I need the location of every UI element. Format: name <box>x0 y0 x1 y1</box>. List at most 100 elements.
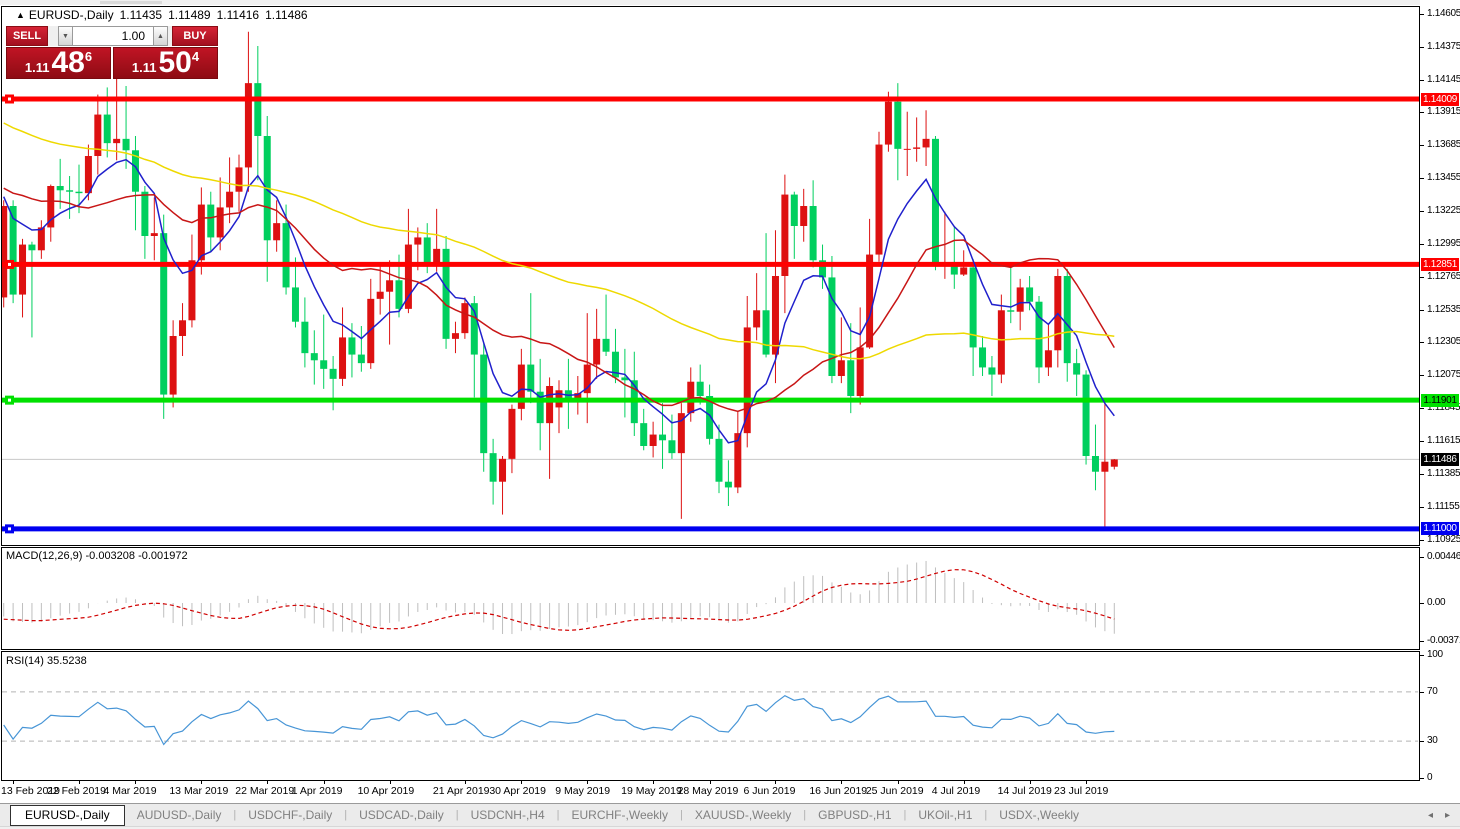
date-tick <box>267 781 269 784</box>
price-tick-label: 1.12075 <box>1427 369 1460 381</box>
tab-usdchf-daily[interactable]: USDCHF-,Daily <box>248 807 333 822</box>
sell-button[interactable]: SELL <box>6 26 48 46</box>
macd-axis-label: 0.004465 <box>1427 551 1460 562</box>
price-tick-label: 1.12995 <box>1427 237 1460 249</box>
macd-axis-tick <box>1420 557 1424 558</box>
tab-items: AUDUSD-,Daily | USDCHF-,Daily | USDCAD-,Dail… <box>125 805 1091 826</box>
tab-usdcnh-h4[interactable]: USDCNH-,H4 <box>470 807 545 822</box>
chart-tab-bar: EURUSD-,Daily AUDUSD-,Daily | USDCHF-,Dail… <box>0 803 1460 826</box>
date-tick <box>201 781 203 784</box>
top-scrollbar-thumb[interactable] <box>100 1 162 4</box>
tab-eurchf-weekly[interactable]: EURCHF-,Weekly <box>571 807 668 822</box>
hline-price-label: 1.11000 <box>1421 522 1459 536</box>
price-tick-label: 1.14605 <box>1427 7 1460 19</box>
tab-xauusd-weekly[interactable]: XAUUSD-,Weekly <box>694 807 792 822</box>
tab-separator: | <box>556 809 560 821</box>
candlestick-chart[interactable] <box>1 6 1420 546</box>
price-axis[interactable]: 1.14605 1.14375 1.14145 1.13915 1.13685 1.134… <box>1420 0 1460 799</box>
date-tick <box>464 781 466 784</box>
tab-usdcad-daily[interactable]: USDCAD-,Daily <box>359 807 444 822</box>
price-tick <box>1420 375 1424 377</box>
tab-usdx-weekly[interactable]: USDX-,Weekly <box>999 807 1080 822</box>
ohlc-high: 1.11489 <box>168 8 211 22</box>
sell-price-panel[interactable]: 1.11 48 6 <box>6 47 111 79</box>
price-tick <box>1420 13 1424 15</box>
tab-gbpusd-h1[interactable]: GBPUSD-,H1 <box>818 807 892 822</box>
date-tick <box>389 781 391 784</box>
buy-price-digits: 50 <box>158 46 192 79</box>
date-tick-label: 30 Apr 2019 <box>489 785 546 797</box>
macd-label: MACD(12,26,9) -0.003208 -0.001972 <box>6 550 188 562</box>
price-tick <box>1420 178 1424 180</box>
rsi-panel-chart[interactable] <box>1 651 1420 781</box>
tab-separator: | <box>803 809 807 821</box>
buy-price-panel[interactable]: 1.11 50 4 <box>113 47 218 79</box>
one-click-prices: 1.11 48 6 1.11 50 4 <box>6 47 218 79</box>
date-tick-label: 14 Jul 2019 <box>997 785 1052 797</box>
window-top-strip <box>0 0 1460 5</box>
buy-button[interactable]: BUY <box>172 26 218 46</box>
rsi-axis-label: 100 <box>1427 649 1443 660</box>
price-tick <box>1420 539 1424 541</box>
date-tick-label: 16 Jun 2019 <box>809 785 868 797</box>
macd-axis-label: 0.00 <box>1427 597 1446 608</box>
price-tick <box>1420 441 1424 442</box>
tab-audusd-daily[interactable]: AUDUSD-,Daily <box>136 807 222 822</box>
date-tick-label: 4 Jul 2019 <box>931 785 981 797</box>
volume-stepper: ▼ 1.00 ▲ <box>58 26 168 46</box>
buy-price-prefix: 1.11 <box>131 60 157 75</box>
price-tick-label: 1.13915 <box>1427 106 1460 118</box>
volume-decrease-button[interactable]: ▼ <box>58 26 73 46</box>
sell-price-pip: 6 <box>84 49 93 64</box>
status-strip <box>0 826 1460 829</box>
date-tick-label: 28 May 2019 <box>677 785 739 797</box>
volume-input[interactable]: 1.00 <box>73 26 153 46</box>
date-tick-label: 10 Apr 2019 <box>357 785 415 797</box>
date-tick <box>841 781 843 784</box>
date-tick <box>1029 781 1031 784</box>
sell-price-digits: 48 <box>51 46 85 79</box>
tab-separator: | <box>679 809 683 821</box>
ohlc-low: 1.11416 <box>216 8 260 22</box>
price-tick <box>1420 408 1424 410</box>
date-tick <box>1086 781 1088 784</box>
price-tick-label: 1.13685 <box>1427 139 1460 151</box>
price-tick-label: 1.12765 <box>1427 270 1460 282</box>
tab-eurusd-daily-active[interactable]: EURUSD-,Daily <box>10 804 125 826</box>
tab-scroll-left-icon[interactable]: ◂ <box>1427 809 1433 821</box>
date-tick-label: 4 Mar 2019 <box>103 785 157 797</box>
price-tick <box>1420 145 1424 147</box>
date-tick-label: 25 Jun 2019 <box>865 785 924 797</box>
date-tick <box>587 781 589 784</box>
sell-price-prefix: 1.11 <box>24 60 50 75</box>
chart-symbol-ohlc: ▲ EURUSD-,Daily 1.11435 1.11489 1.11416 1.114… <box>16 8 314 22</box>
date-axis[interactable]: 13 Feb 2019 22 Feb 2019 4 Mar 2019 13 Mar 2… <box>0 781 1420 800</box>
hline-price-label: 1.11901 <box>1421 393 1459 407</box>
date-tick <box>13 781 15 784</box>
price-tick-label: 1.14375 <box>1427 40 1460 52</box>
volume-increase-button[interactable]: ▲ <box>153 26 168 46</box>
hline-price-label: 1.12851 <box>1421 257 1459 271</box>
date-tick <box>963 781 965 784</box>
macd-panel-chart[interactable] <box>1 547 1420 650</box>
price-tick-label: 1.11155 <box>1427 500 1460 512</box>
rsi-axis-tick <box>1420 778 1424 779</box>
price-tick-label: 1.12305 <box>1427 336 1460 348</box>
date-tick <box>897 781 899 784</box>
price-tick <box>1420 506 1424 508</box>
one-click-top-row: SELL ▼ 1.00 ▲ BUY <box>6 26 218 46</box>
macd-axis-tick <box>1420 603 1424 604</box>
symbol-timeframe-label: EURUSD-,Daily <box>28 8 114 22</box>
tab-scroll-right-icon[interactable]: ▸ <box>1444 809 1450 821</box>
price-tick-label: 1.10925 <box>1427 533 1460 545</box>
tab-scroll-arrows: ◂ ▸ <box>1428 810 1450 821</box>
price-tick-label: 1.12535 <box>1427 303 1460 315</box>
date-tick-label: 19 May 2019 <box>621 785 682 797</box>
price-tick-label: 1.14145 <box>1427 73 1460 85</box>
price-tick <box>1420 112 1424 114</box>
tab-ukoil-h1[interactable]: UKOil-,H1 <box>918 807 973 822</box>
price-tick <box>1420 46 1424 48</box>
date-tick <box>521 781 523 784</box>
price-tick-label: 1.13225 <box>1427 205 1460 216</box>
